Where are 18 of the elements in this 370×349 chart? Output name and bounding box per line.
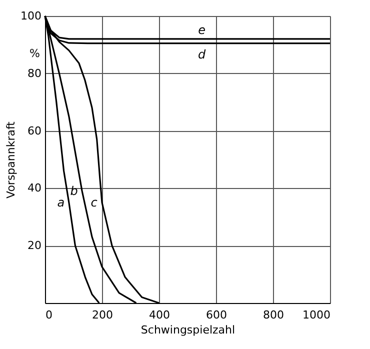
x-tick-label: 200 bbox=[92, 308, 113, 322]
text: % bbox=[30, 47, 40, 60]
series-label: e bbox=[198, 22, 206, 37]
x-axis-title: Schwingspielzahl bbox=[140, 324, 236, 336]
x-tick-label: 600 bbox=[206, 308, 227, 322]
series-label: d bbox=[198, 47, 206, 62]
y-tick-label: 60 bbox=[28, 124, 42, 138]
y-axis-title: Vorspannkraft bbox=[4, 120, 18, 198]
y-tick-label: 20 bbox=[28, 239, 42, 252]
y-tick-label: 80 bbox=[28, 66, 42, 80]
x-tick-label: 400 bbox=[149, 308, 170, 322]
x-tick-label: 0 bbox=[46, 308, 52, 322]
series-label: a bbox=[57, 196, 65, 210]
series-label: c bbox=[90, 196, 98, 210]
y-tick-label: 40 bbox=[28, 182, 42, 195]
y-tick-label: 100 bbox=[20, 10, 42, 22]
x-tick-label: 1000 bbox=[302, 308, 330, 322]
x-tick-label: 800 bbox=[263, 308, 284, 322]
